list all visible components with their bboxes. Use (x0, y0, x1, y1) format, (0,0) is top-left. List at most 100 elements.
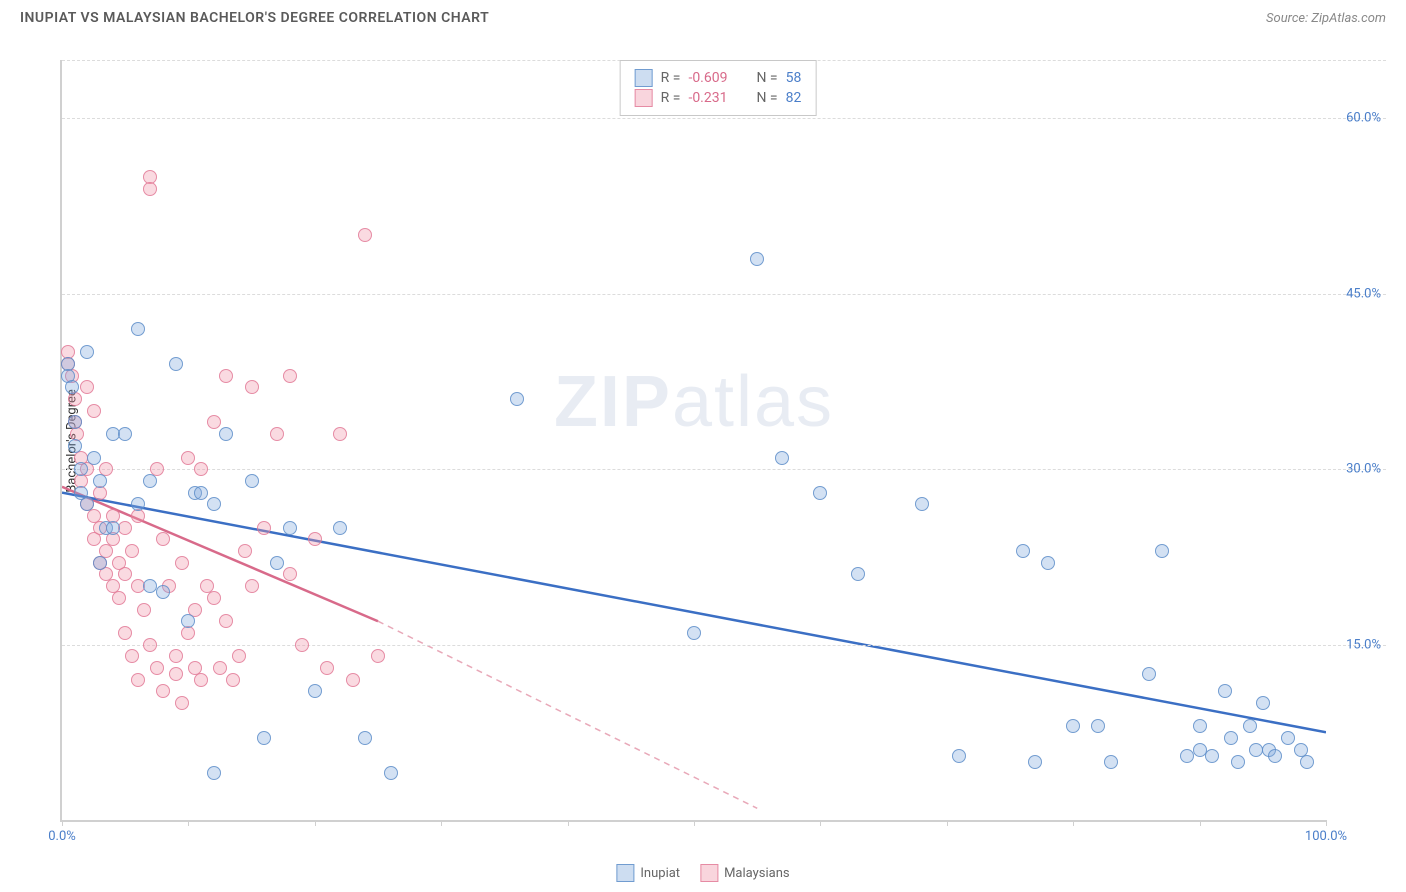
data-point-malaysians (213, 661, 227, 675)
data-point-inupiat (813, 486, 827, 500)
data-point-inupiat (358, 731, 372, 745)
data-point-inupiat (1224, 731, 1238, 745)
data-point-malaysians (226, 673, 240, 687)
swatch-blue-icon (635, 69, 653, 87)
data-point-inupiat (1104, 755, 1118, 769)
data-point-malaysians (137, 603, 151, 617)
x-tick (188, 820, 189, 826)
x-tick (315, 820, 316, 826)
data-point-malaysians (238, 544, 252, 558)
data-point-malaysians (207, 415, 221, 429)
legend-item-malaysians: Malaysians (700, 864, 790, 882)
data-point-malaysians (283, 369, 297, 383)
y-tick-label: 45.0% (1346, 286, 1381, 301)
x-tick (441, 820, 442, 826)
data-point-malaysians (125, 649, 139, 663)
data-point-inupiat (915, 497, 929, 511)
data-point-inupiat (1091, 719, 1105, 733)
gridline (62, 645, 1386, 646)
data-point-malaysians (194, 673, 208, 687)
data-point-inupiat (65, 380, 79, 394)
data-point-inupiat (207, 497, 221, 511)
data-point-malaysians (295, 638, 309, 652)
data-point-inupiat (1205, 749, 1219, 763)
data-point-inupiat (1281, 731, 1295, 745)
data-point-malaysians (118, 567, 132, 581)
data-point-malaysians (156, 532, 170, 546)
data-point-malaysians (371, 649, 385, 663)
data-point-inupiat (1142, 667, 1156, 681)
swatch-pink-icon (635, 89, 653, 107)
stats-row-1: R = -0.609 N = 58 (635, 69, 802, 87)
data-point-inupiat (687, 626, 701, 640)
data-point-inupiat (74, 462, 88, 476)
chart-title: INUPIAT VS MALAYSIAN BACHELOR'S DEGREE C… (20, 10, 489, 26)
data-point-malaysians (118, 521, 132, 535)
swatch-pink-icon (700, 864, 718, 882)
x-tick (947, 820, 948, 826)
chart-header: INUPIAT VS MALAYSIAN BACHELOR'S DEGREE C… (20, 10, 1386, 26)
y-tick-label: 60.0% (1346, 111, 1381, 126)
data-point-inupiat (257, 731, 271, 745)
data-point-malaysians (283, 567, 297, 581)
data-point-inupiat (80, 345, 94, 359)
data-point-inupiat (1041, 556, 1055, 570)
data-point-malaysians (143, 182, 157, 196)
chart-container: Bachelor's Degree ZIPatlas 15.0%30.0%45.… (50, 40, 1386, 842)
data-point-malaysians (131, 673, 145, 687)
data-point-malaysians (112, 591, 126, 605)
data-point-malaysians (232, 649, 246, 663)
stats-row-2: R = -0.231 N = 82 (635, 89, 802, 107)
data-point-malaysians (219, 614, 233, 628)
data-point-inupiat (80, 497, 94, 511)
data-point-malaysians (169, 649, 183, 663)
data-point-inupiat (851, 567, 865, 581)
data-point-inupiat (1218, 684, 1232, 698)
gridline (62, 294, 1386, 295)
x-tick-label: 0.0% (48, 829, 76, 844)
data-point-malaysians (125, 544, 139, 558)
data-point-malaysians (143, 638, 157, 652)
swatch-blue-icon (616, 864, 634, 882)
data-point-inupiat (156, 585, 170, 599)
data-point-inupiat (143, 474, 157, 488)
data-point-malaysians (80, 380, 94, 394)
x-tick (1200, 820, 1201, 826)
x-tick (568, 820, 569, 826)
x-tick (1326, 820, 1327, 826)
data-point-inupiat (510, 392, 524, 406)
data-point-inupiat (1028, 755, 1042, 769)
data-point-inupiat (1268, 749, 1282, 763)
data-point-malaysians (207, 591, 221, 605)
data-point-malaysians (156, 684, 170, 698)
data-point-malaysians (87, 404, 101, 418)
data-point-inupiat (219, 427, 233, 441)
data-point-inupiat (750, 252, 764, 266)
data-point-malaysians (358, 228, 372, 242)
data-point-inupiat (283, 521, 297, 535)
data-point-malaysians (219, 369, 233, 383)
y-tick-label: 30.0% (1346, 462, 1381, 477)
data-point-inupiat (106, 521, 120, 535)
data-point-inupiat (1193, 719, 1207, 733)
data-point-malaysians (169, 667, 183, 681)
gridline (62, 469, 1386, 470)
data-point-inupiat (181, 614, 195, 628)
plot-area: ZIPatlas 15.0%30.0%45.0%60.0%0.0%100.0% (60, 60, 1326, 822)
data-point-inupiat (245, 474, 259, 488)
data-point-inupiat (1300, 755, 1314, 769)
data-point-malaysians (245, 380, 259, 394)
data-point-malaysians (194, 462, 208, 476)
data-point-inupiat (270, 556, 284, 570)
data-point-inupiat (1231, 755, 1245, 769)
x-tick (694, 820, 695, 826)
data-point-inupiat (952, 749, 966, 763)
chart-source: Source: ZipAtlas.com (1266, 11, 1386, 26)
data-point-inupiat (1016, 544, 1030, 558)
data-point-malaysians (333, 427, 347, 441)
data-point-inupiat (87, 451, 101, 465)
data-point-malaysians (181, 451, 195, 465)
data-point-inupiat (93, 556, 107, 570)
x-tick-label: 100.0% (1305, 829, 1347, 844)
data-point-malaysians (257, 521, 271, 535)
